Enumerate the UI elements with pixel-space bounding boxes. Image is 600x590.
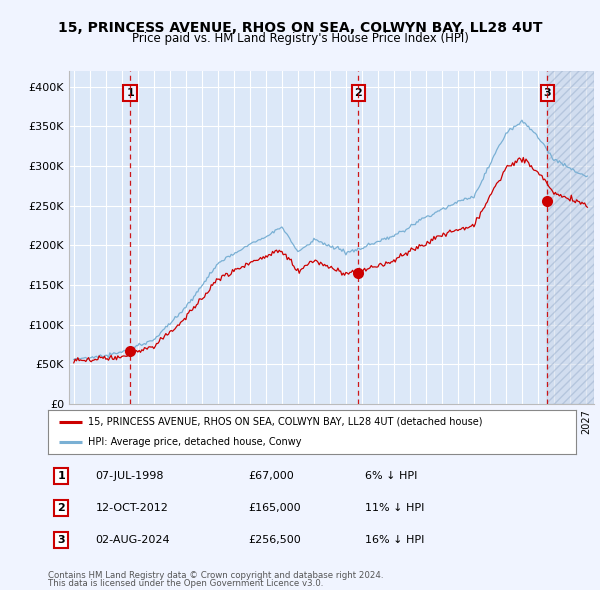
Text: £256,500: £256,500 — [248, 535, 301, 545]
Text: 3: 3 — [58, 535, 65, 545]
Text: 15, PRINCESS AVENUE, RHOS ON SEA, COLWYN BAY, LL28 4UT: 15, PRINCESS AVENUE, RHOS ON SEA, COLWYN… — [58, 21, 542, 35]
Bar — [547, 71, 594, 404]
Text: 3: 3 — [544, 88, 551, 98]
Text: 2: 2 — [355, 88, 362, 98]
Text: 6% ↓ HPI: 6% ↓ HPI — [365, 471, 417, 481]
Text: £67,000: £67,000 — [248, 471, 295, 481]
Text: 11% ↓ HPI: 11% ↓ HPI — [365, 503, 424, 513]
Text: HPI: Average price, detached house, Conwy: HPI: Average price, detached house, Conw… — [88, 437, 301, 447]
Text: This data is licensed under the Open Government Licence v3.0.: This data is licensed under the Open Gov… — [48, 579, 323, 588]
Text: 1: 1 — [58, 471, 65, 481]
Text: 02-AUG-2024: 02-AUG-2024 — [95, 535, 170, 545]
Text: £165,000: £165,000 — [248, 503, 301, 513]
Text: Contains HM Land Registry data © Crown copyright and database right 2024.: Contains HM Land Registry data © Crown c… — [48, 571, 383, 579]
Text: 07-JUL-1998: 07-JUL-1998 — [95, 471, 164, 481]
Text: Price paid vs. HM Land Registry's House Price Index (HPI): Price paid vs. HM Land Registry's House … — [131, 32, 469, 45]
Text: 12-OCT-2012: 12-OCT-2012 — [95, 503, 169, 513]
Text: 1: 1 — [126, 88, 134, 98]
Text: 15, PRINCESS AVENUE, RHOS ON SEA, COLWYN BAY, LL28 4UT (detached house): 15, PRINCESS AVENUE, RHOS ON SEA, COLWYN… — [88, 417, 482, 427]
Text: 2: 2 — [58, 503, 65, 513]
Text: 16% ↓ HPI: 16% ↓ HPI — [365, 535, 424, 545]
